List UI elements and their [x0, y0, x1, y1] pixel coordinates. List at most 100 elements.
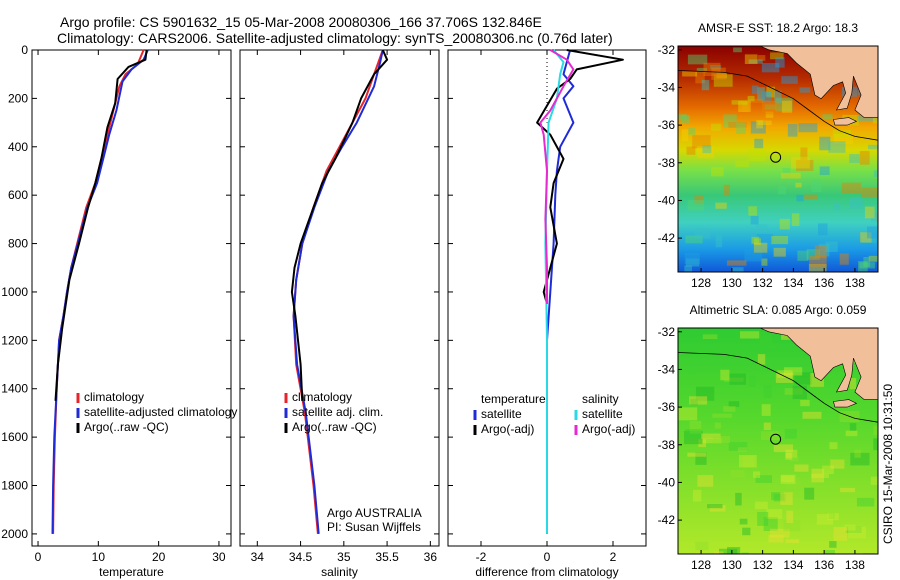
field-patch	[731, 267, 744, 272]
field-patch	[702, 334, 718, 340]
annotation-text: Argo AUSTRALIA	[327, 506, 422, 520]
field-patch	[766, 86, 775, 98]
field-patch	[711, 67, 726, 80]
lon-tick-label: 128	[691, 276, 711, 290]
field-patch	[873, 425, 878, 435]
map-field	[678, 328, 878, 554]
field-patch	[713, 436, 731, 443]
field-patch	[695, 452, 707, 465]
field-patch	[818, 243, 830, 257]
field-patch	[728, 121, 747, 128]
field-patch	[786, 477, 801, 489]
map-field	[678, 46, 878, 272]
field-patch	[737, 447, 748, 452]
y-tick-label: 400	[8, 140, 28, 154]
field-patch	[738, 454, 757, 468]
field-patch	[748, 206, 757, 216]
field-patch	[678, 407, 698, 421]
field-patch	[697, 146, 715, 159]
sst-map-panel: AMSR-E SST: 18.2 Argo: 18.3 -32 -34 -36 -38 -…	[658, 21, 879, 290]
field-patch	[868, 144, 878, 150]
field-patch	[724, 377, 744, 382]
field-patch	[719, 548, 738, 554]
field-patch	[792, 385, 807, 400]
field-patch	[825, 241, 838, 252]
series-line-argo-1	[536, 49, 624, 305]
field-patch	[757, 354, 766, 365]
field-patch	[682, 71, 698, 77]
field-patch	[687, 452, 707, 457]
field-patch	[833, 527, 848, 541]
field-patch	[761, 62, 780, 73]
field-patch	[870, 476, 878, 485]
lat-tick-label: -42	[658, 231, 676, 245]
field-patch	[780, 474, 796, 485]
float-position-marker	[770, 151, 782, 163]
y-tick-label: 1800	[1, 479, 28, 493]
x-tick-label: 0	[544, 550, 551, 564]
x-tick-label: 35	[337, 550, 351, 564]
field-patch	[786, 510, 794, 524]
x-tick-label: 2	[610, 550, 617, 564]
field-patch	[771, 492, 784, 501]
float-position-marker	[770, 433, 782, 445]
field-patch	[696, 67, 708, 73]
legend-label: Argo(..raw -QC)	[84, 420, 169, 434]
legend-label: satellite	[481, 407, 522, 421]
field-patch	[723, 358, 740, 367]
series-line-satellite-1	[292, 49, 384, 534]
field-patch	[797, 250, 809, 261]
shelf-contour	[678, 352, 878, 423]
field-patch	[760, 91, 772, 103]
field-patch	[702, 438, 722, 444]
field-patch	[828, 141, 846, 153]
field-patch	[711, 123, 721, 131]
field-patch	[757, 87, 765, 101]
field-patch	[775, 97, 793, 112]
field-patch	[800, 399, 810, 407]
map-title: AMSR-E SST: 18.2 Argo: 18.3	[698, 21, 858, 35]
field-patch	[868, 255, 878, 262]
field-patch	[758, 55, 766, 61]
field-patch	[687, 54, 708, 65]
field-patch	[824, 550, 835, 554]
field-patch	[849, 423, 857, 431]
field-patch	[692, 135, 711, 149]
field-patch	[709, 505, 726, 512]
field-patch	[819, 166, 830, 175]
field-patch	[712, 413, 733, 418]
plot-frame	[239, 49, 440, 547]
field-patch	[689, 396, 708, 405]
field-patch	[785, 449, 798, 458]
field-patch	[710, 64, 722, 70]
field-patch	[739, 518, 748, 525]
field-patch	[728, 401, 740, 407]
field-patch	[695, 552, 704, 554]
field-patch	[866, 226, 878, 239]
field-patch	[811, 179, 822, 192]
field-patch	[756, 234, 774, 243]
field-patch	[845, 526, 862, 534]
legend-label: satellite-adjusted climatology	[84, 405, 237, 419]
field-patch	[702, 145, 712, 154]
field-patch	[860, 232, 872, 243]
field-patch	[773, 444, 794, 453]
temperature-panel: 0 10 20 30 0 200 400 600 800 1000 1200 1400 1600 1800…	[1, 43, 237, 579]
field-patch	[695, 386, 715, 401]
lon-tick-label: 128	[691, 558, 711, 572]
field-patch	[802, 411, 822, 419]
field-patch	[811, 473, 830, 479]
map-frame	[677, 327, 879, 555]
field-patch	[800, 147, 808, 160]
lat-tick-label: -40	[658, 193, 676, 207]
field-patch	[747, 95, 755, 102]
field-patch	[678, 114, 687, 121]
field-patch	[686, 146, 696, 155]
lon-tick-label: 130	[722, 276, 742, 290]
field-patch	[761, 258, 768, 266]
lon-tick-label: 136	[814, 558, 834, 572]
field-patch	[830, 459, 845, 469]
field-patch	[692, 489, 702, 502]
field-patch	[764, 91, 772, 97]
field-patch	[840, 487, 856, 493]
